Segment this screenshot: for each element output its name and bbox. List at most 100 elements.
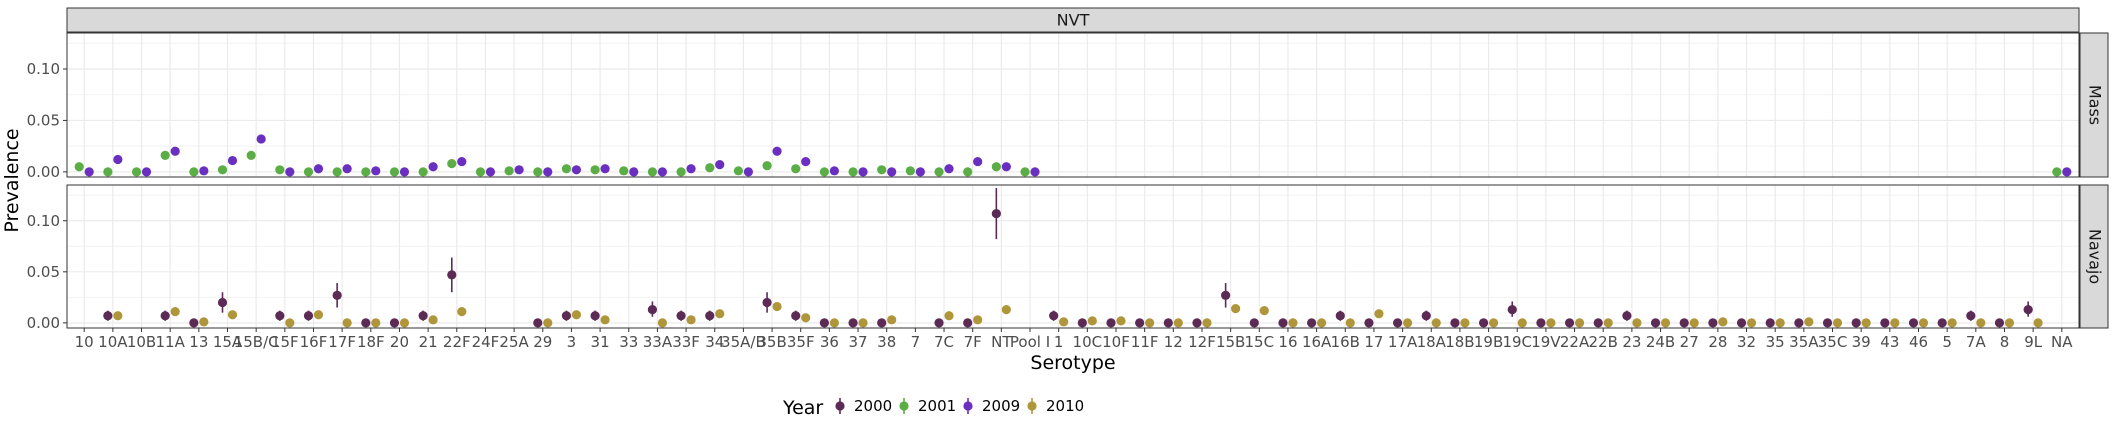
- data-point-2001: [963, 167, 973, 177]
- data-point-2009: [485, 167, 496, 177]
- data-point-2000: [991, 209, 1001, 219]
- x-tick-label: 7: [911, 333, 921, 351]
- x-tick-label: 24B: [1646, 333, 1675, 351]
- panel-background: [67, 185, 2079, 328]
- data-point-2001: [762, 161, 772, 171]
- y-tick-label: 0.10: [27, 212, 60, 230]
- data-point-2009: [342, 164, 352, 174]
- data-point-2000: [332, 290, 342, 300]
- data-point-2000: [1908, 318, 1919, 328]
- data-point-2000: [1393, 318, 1403, 328]
- y-tick-label: 0.10: [27, 60, 60, 78]
- data-point-2009: [399, 167, 410, 177]
- data-point-2000: [1335, 311, 1345, 321]
- data-point-2000: [1049, 311, 1059, 321]
- x-tick-label: 16A: [1302, 333, 1332, 351]
- x-tick-label: 15C: [1245, 333, 1275, 351]
- data-point-2010: [399, 318, 410, 328]
- data-point-2009: [772, 146, 782, 156]
- data-point-2000: [934, 318, 944, 328]
- data-point-2010: [1689, 318, 1699, 328]
- data-point-2009: [285, 167, 295, 177]
- data-point-2010: [113, 311, 123, 321]
- data-point-2010: [1231, 303, 1241, 314]
- y-tick-label: 0.00: [27, 314, 60, 332]
- data-point-2001: [447, 159, 457, 169]
- legend-item-2000: 2000: [835, 397, 892, 415]
- panel-background: [67, 33, 2079, 177]
- data-point-2009: [199, 166, 209, 176]
- x-tick-label: 10B: [127, 333, 156, 351]
- data-point-2000: [1736, 318, 1747, 328]
- data-point-2010: [1374, 309, 1384, 319]
- data-point-2000: [1679, 318, 1689, 328]
- legend-item-2010: 2010: [1027, 397, 1084, 415]
- data-point-2000: [1249, 318, 1259, 328]
- data-point-2001: [217, 165, 228, 175]
- data-point-2000: [1822, 318, 1833, 328]
- data-point-2000: [963, 318, 973, 328]
- data-point-2010: [1317, 318, 1327, 328]
- data-point-2001: [705, 163, 715, 173]
- facet-strip-top-label: NVT: [1057, 11, 1090, 30]
- x-tick-label: 22B: [1589, 333, 1618, 351]
- data-point-2001: [275, 165, 285, 175]
- facet-strip-label: Navajo: [2086, 229, 2105, 284]
- data-point-2009: [629, 167, 639, 177]
- legend-item-2001: 2001: [899, 397, 956, 415]
- data-point-2010: [2033, 318, 2043, 328]
- data-point-2010: [1488, 318, 1499, 328]
- data-point-2001: [160, 150, 170, 160]
- x-tick-label: 38: [877, 333, 896, 351]
- x-tick-label: 16F: [300, 333, 328, 351]
- x-tick-label: Pool I: [1010, 333, 1050, 351]
- data-point-2001: [619, 166, 629, 176]
- data-point-2000: [1135, 318, 1145, 328]
- x-tick-label: 35: [1766, 333, 1785, 351]
- data-point-2000: [1593, 318, 1603, 328]
- data-point-2001: [991, 162, 1001, 172]
- data-point-2010: [829, 318, 839, 328]
- data-point-2000: [1364, 318, 1374, 328]
- data-point-2009: [686, 164, 696, 174]
- data-point-2000: [1221, 290, 1231, 300]
- data-point-2010: [1546, 318, 1556, 328]
- data-point-2000: [590, 311, 600, 321]
- x-tick-label: 7C: [934, 333, 954, 351]
- legend: Year 2000 2001 2009 2010: [782, 397, 1084, 419]
- data-point-2000: [1450, 318, 1460, 328]
- legend-label: 2000: [854, 397, 892, 415]
- data-point-2010: [1116, 316, 1126, 326]
- data-point-2000: [1851, 318, 1861, 328]
- data-point-2010: [973, 315, 983, 325]
- data-point-2010: [227, 310, 238, 320]
- x-tick-label: NA: [2051, 333, 2073, 351]
- data-point-2001: [934, 167, 944, 177]
- data-point-2001: [475, 167, 486, 177]
- data-point-2009: [915, 167, 925, 177]
- facet-panels: 0.00 0.05 0.10 Mass 0.00 0.05 0.10 Navajo: [27, 32, 2109, 332]
- data-point-2001: [533, 167, 543, 177]
- data-point-2000: [819, 318, 829, 328]
- legend-key-point: [963, 401, 973, 411]
- x-tick-label: 7A: [1966, 333, 1987, 351]
- x-tick-label: 39: [1852, 333, 1871, 351]
- legend-items: 2000 2001 2009 2010: [835, 397, 1084, 415]
- data-point-2010: [1345, 318, 1355, 328]
- x-tick-label: 18A: [1417, 333, 1447, 351]
- data-point-2010: [1746, 318, 1757, 328]
- data-point-2010: [715, 309, 725, 319]
- data-point-2000: [447, 270, 457, 280]
- data-point-2009: [84, 167, 94, 177]
- x-tick-label: 23: [1622, 333, 1641, 351]
- data-point-2000: [1106, 318, 1116, 328]
- legend-key-point: [899, 401, 909, 411]
- data-point-2010: [1403, 318, 1413, 328]
- data-point-2000: [217, 297, 228, 308]
- x-tick-label: 25A: [499, 333, 529, 351]
- legend-title: Year: [782, 397, 823, 419]
- data-point-2010: [1890, 318, 1900, 328]
- x-tick-label: 15B/C: [234, 333, 279, 351]
- data-point-2009: [113, 154, 123, 165]
